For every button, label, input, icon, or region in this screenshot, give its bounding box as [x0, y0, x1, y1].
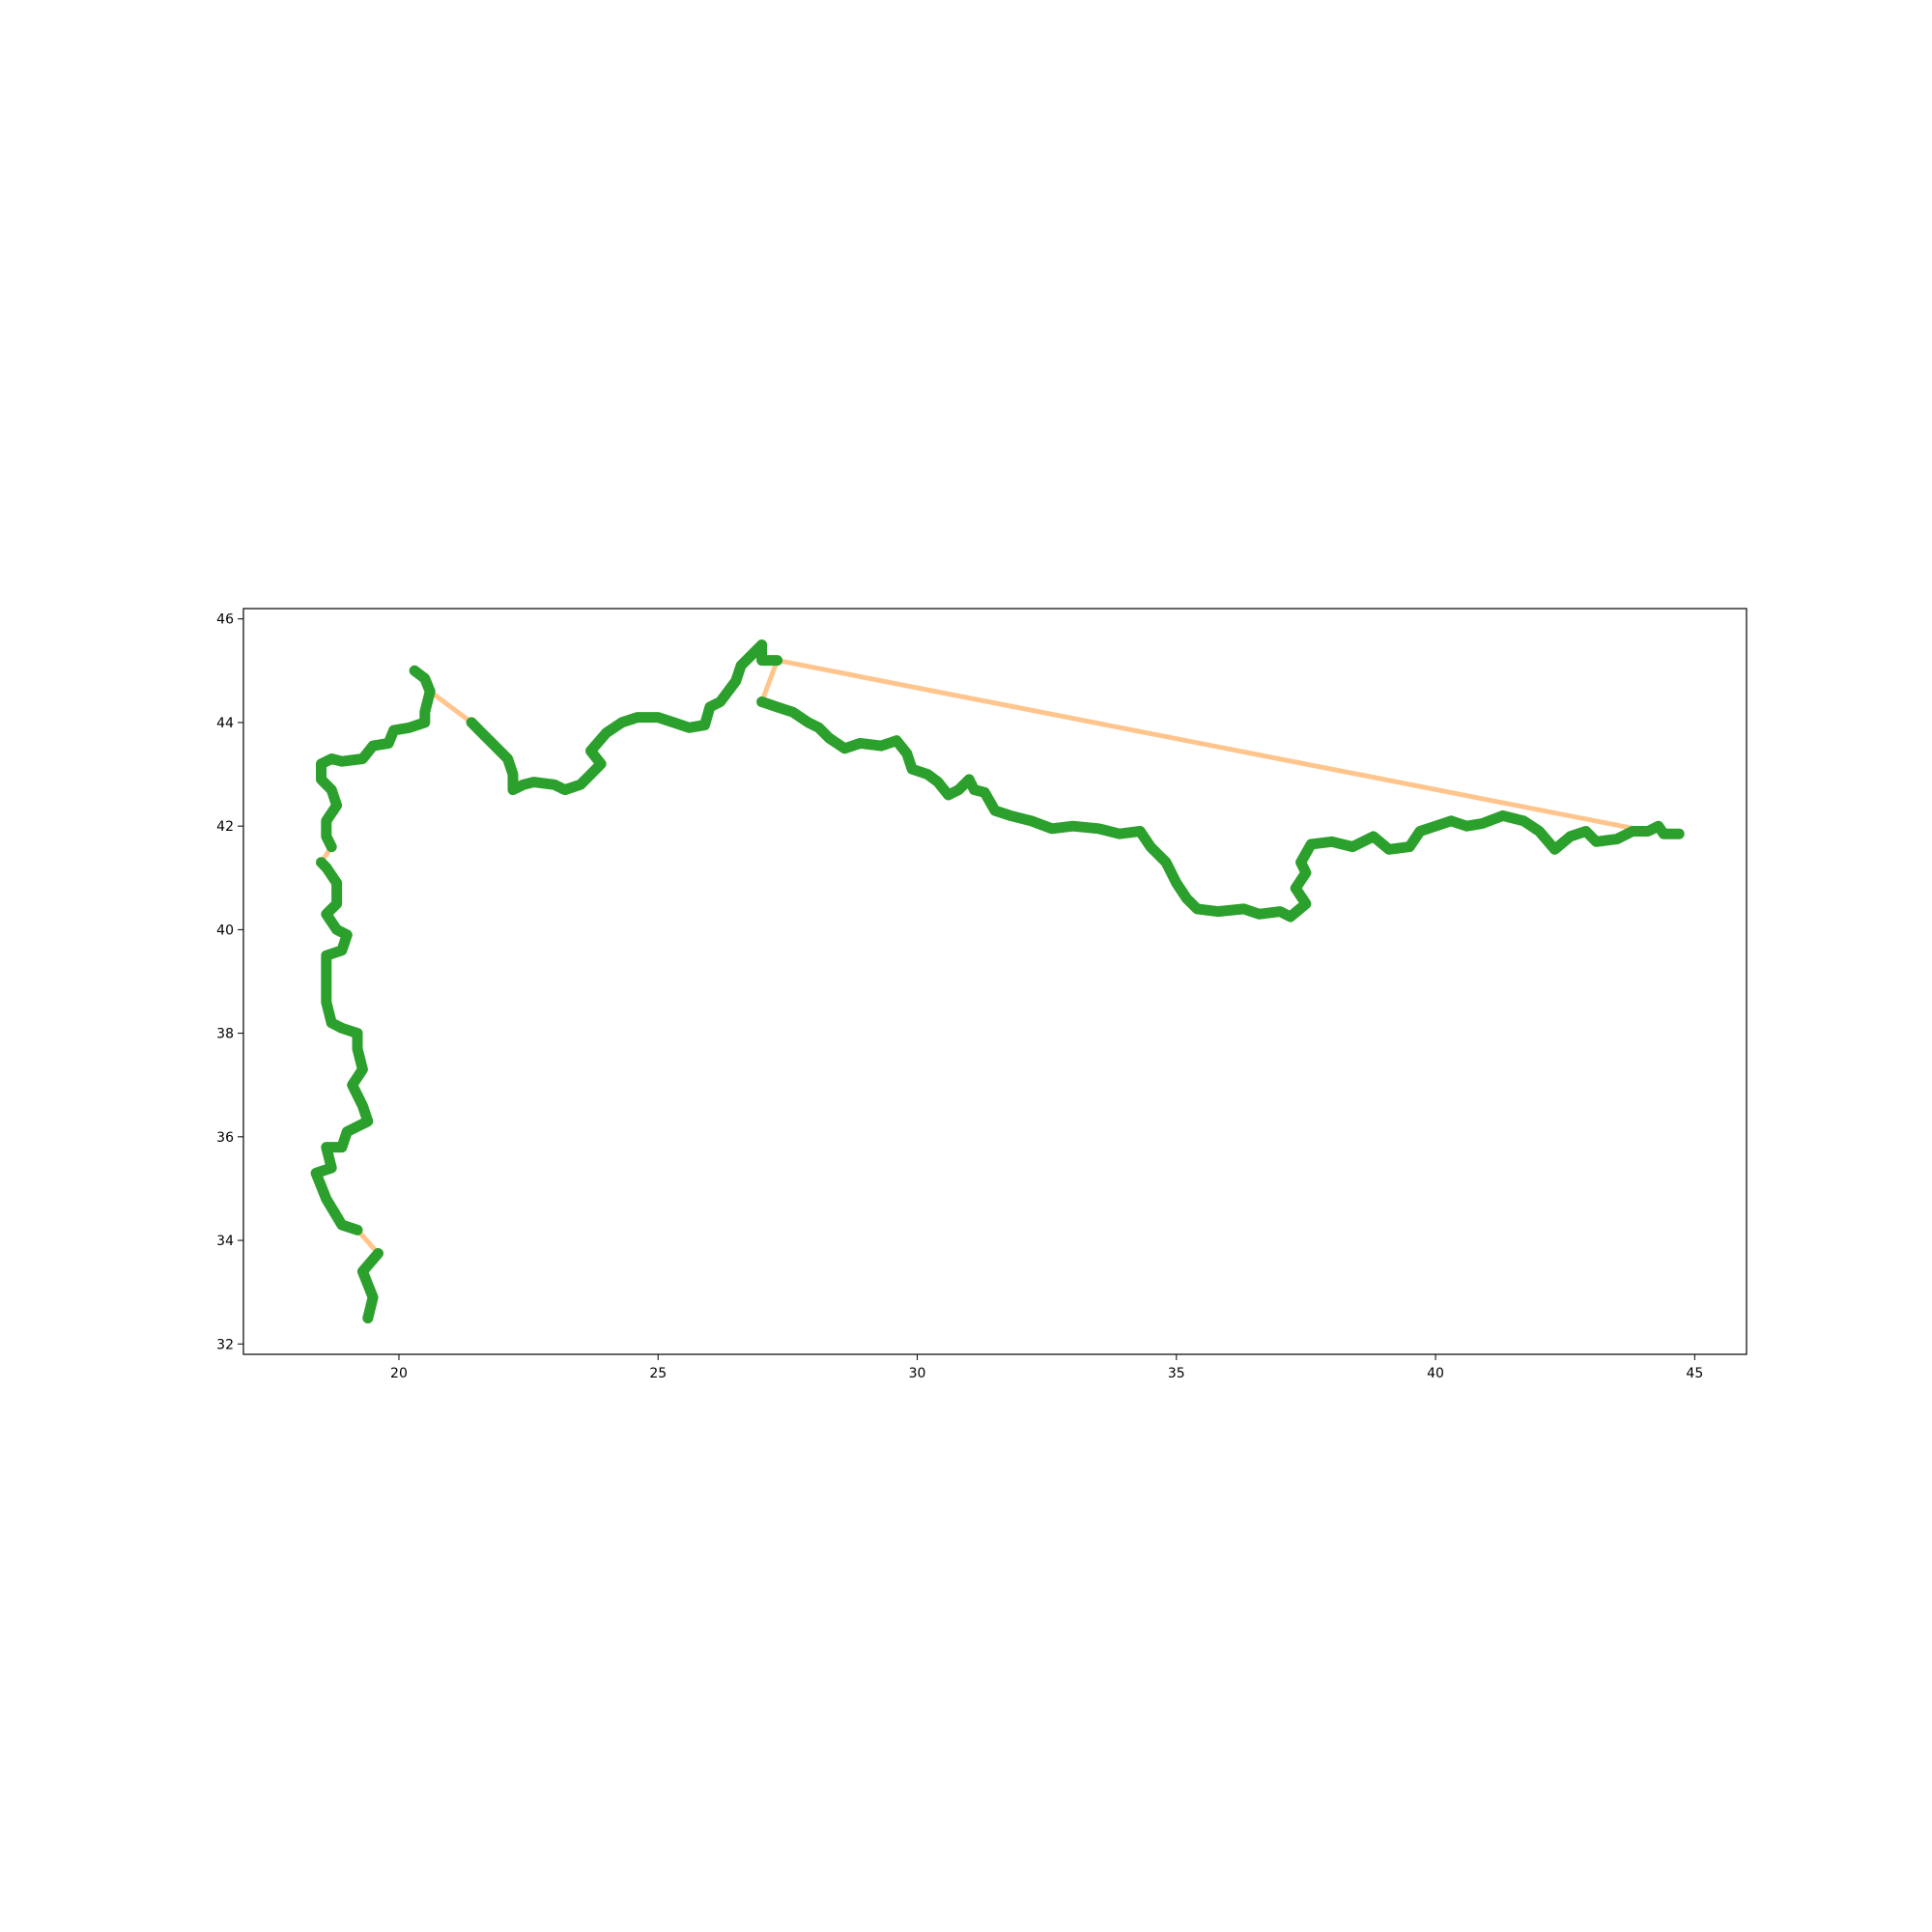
x-tick-label: 20 — [390, 1366, 408, 1381]
x-axis: 20 25 30 35 40 45 — [390, 1354, 1703, 1381]
y-tick-label: 40 — [216, 923, 234, 938]
series-layer — [310, 639, 1685, 1323]
x-tick-label: 35 — [1168, 1366, 1185, 1381]
y-tick-label: 46 — [216, 612, 234, 628]
path-segment-3 — [466, 639, 783, 796]
plot-background — [243, 609, 1747, 1354]
connector-segment-4 — [775, 658, 1651, 834]
plot-frame — [242, 608, 1747, 1355]
connector-segment-3 — [427, 689, 474, 725]
x-tick-label: 25 — [649, 1366, 667, 1381]
connector-segment-5 — [759, 658, 781, 704]
path-segment-2 — [316, 665, 436, 853]
y-tick-label: 44 — [216, 716, 234, 731]
y-tick-label: 36 — [216, 1130, 234, 1146]
series-main — [310, 639, 1685, 1323]
y-tick-label: 42 — [216, 819, 234, 835]
path-segment-1 — [310, 857, 374, 1236]
y-tick-label: 32 — [216, 1337, 234, 1352]
x-tick-label: 40 — [1427, 1366, 1444, 1381]
path-segment-4 — [756, 696, 1685, 923]
x-tick-label: 45 — [1686, 1366, 1703, 1381]
y-tick-label: 38 — [216, 1027, 234, 1042]
x-tick-label: 30 — [909, 1366, 926, 1381]
y-tick-label: 34 — [216, 1234, 234, 1249]
y-axis: 32 34 36 38 40 42 44 46 — [216, 612, 243, 1352]
path-segment-0 — [356, 1248, 384, 1323]
